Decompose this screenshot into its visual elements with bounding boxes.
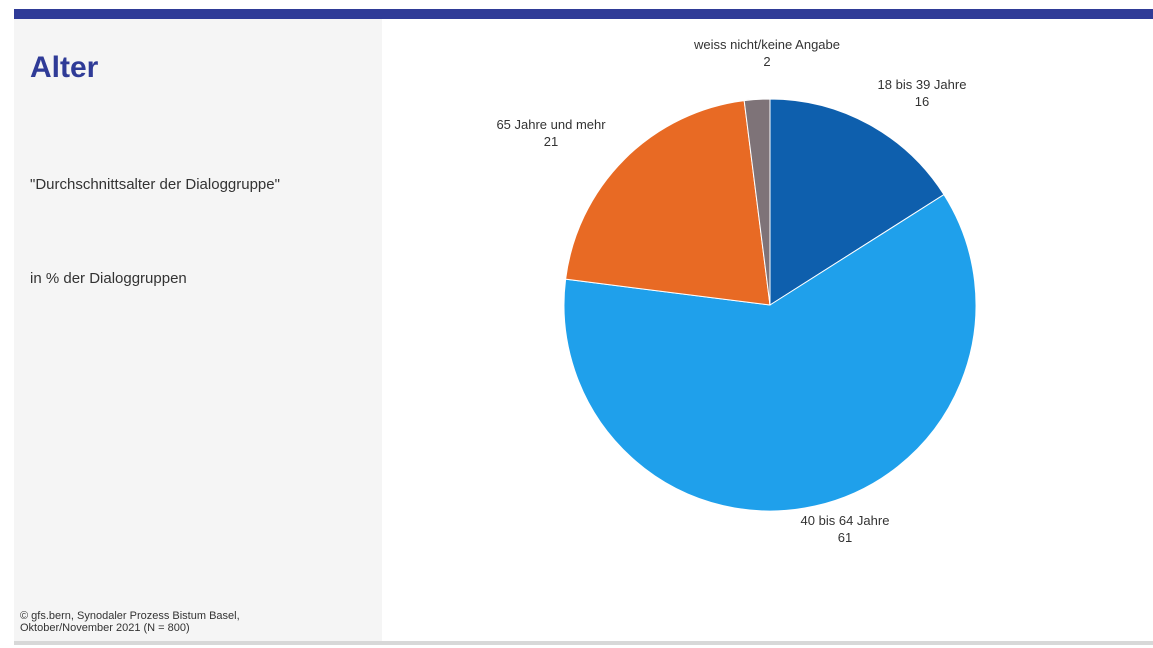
sidebar-panel: Alter "Durchschnittsalter der Dialoggrup… <box>14 19 382 641</box>
slice-label-0: 18 bis 39 Jahre <box>878 77 967 92</box>
pie-chart: 18 bis 39 Jahre 16 40 bis 64 Jahre 61 65 Jah… <box>496 37 977 545</box>
footer-line-2: Oktober/November 2021 (N = 800) <box>20 622 190 634</box>
slice-value-0: 16 <box>915 94 929 109</box>
pie-slice-3 <box>743 98 771 306</box>
footer-line-1: © gfs.bern, Synodaler Prozess Bistum Bas… <box>20 610 240 622</box>
top-accent-bar <box>0 0 1153 19</box>
slice-label-3: weiss nicht/keine Angabe <box>693 37 840 52</box>
page-title: Alter <box>30 51 99 84</box>
slice-value-2: 21 <box>544 134 558 149</box>
chart-subtitle: "Durchschnittsalter der Dialoggruppe" <box>30 176 280 193</box>
pie-slice-2 <box>565 100 771 306</box>
slice-label-1: 40 bis 64 Jahre <box>801 513 890 528</box>
pie-chart-area: 18 bis 39 Jahre 16 40 bis 64 Jahre 61 65 Jah… <box>382 19 1153 641</box>
bottom-divider <box>14 641 1153 645</box>
unit-note: in % der Dialoggruppen <box>30 270 187 287</box>
source-footer: © gfs.bern, Synodaler Prozess Bistum Bas… <box>20 610 240 634</box>
slice-value-3: 2 <box>763 54 770 69</box>
pie-slice-0 <box>769 98 945 306</box>
slice-value-1: 61 <box>838 530 852 545</box>
slice-label-2: 65 Jahre und mehr <box>496 117 606 132</box>
pie-slice-1 <box>563 193 977 512</box>
